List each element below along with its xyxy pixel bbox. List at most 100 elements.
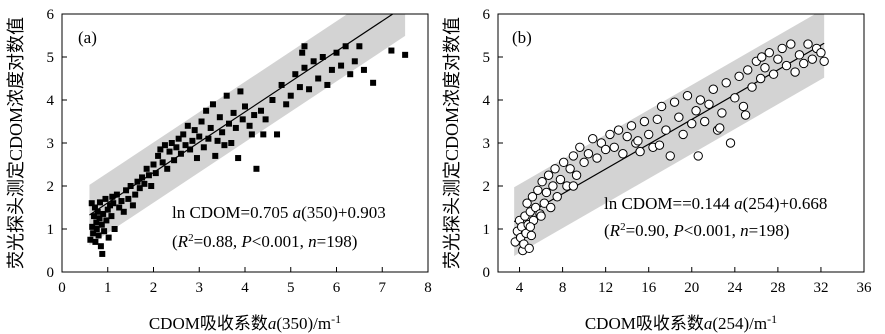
data-point [216, 114, 223, 121]
data-point [193, 155, 200, 162]
data-point [618, 149, 628, 159]
data-point [123, 187, 130, 194]
data-point [537, 177, 547, 187]
x-tick-label: 28 [770, 280, 785, 296]
data-point [803, 39, 813, 49]
panel-label: (a) [78, 28, 97, 47]
data-point [682, 91, 693, 101]
data-point [571, 170, 582, 180]
x-tick-label: 12 [598, 280, 613, 296]
data-point [184, 122, 191, 129]
data-point [360, 66, 367, 73]
data-point [248, 131, 255, 138]
data-point [548, 181, 558, 191]
data-point [237, 88, 244, 95]
data-point [306, 86, 313, 93]
data-point [287, 92, 294, 99]
data-point [94, 208, 101, 215]
data-point [633, 136, 643, 146]
prediction-band [514, 14, 825, 257]
data-point [794, 50, 805, 60]
data-point [108, 213, 115, 220]
data-point [370, 79, 377, 86]
x-axis-label: CDOM吸收系数a(254)/m-1 [585, 312, 777, 333]
data-point [743, 65, 753, 75]
data-point [546, 202, 556, 213]
data-point [102, 195, 109, 202]
data-point [129, 202, 136, 209]
y-tick-label: 3 [47, 136, 55, 152]
data-point [740, 110, 751, 120]
data-point [799, 58, 809, 69]
data-point [715, 123, 725, 133]
data-point [721, 78, 731, 88]
x-tick-label: 24 [727, 280, 743, 296]
panel-label: (b) [512, 28, 532, 47]
y-tick-label: 3 [483, 136, 491, 152]
data-point [596, 138, 607, 148]
data-point [230, 109, 237, 116]
data-point [88, 200, 95, 207]
data-point [134, 178, 141, 185]
data-point [109, 193, 116, 200]
data-point [757, 52, 767, 62]
data-point [565, 164, 575, 174]
data-point [212, 152, 219, 159]
data-point [207, 124, 214, 131]
data-point [524, 243, 534, 254]
data-point [104, 206, 111, 213]
data-point [579, 157, 589, 168]
data-point [96, 215, 103, 222]
y-tick-label: 4 [47, 93, 55, 109]
data-point [177, 150, 184, 157]
y-tick-label: 6 [47, 7, 55, 23]
data-point [251, 112, 258, 119]
data-point [530, 202, 541, 213]
regression-equation: ln CDOM==0.144 a(254)+0.668 [604, 194, 827, 213]
data-point [310, 58, 317, 65]
data-point [107, 202, 114, 209]
regression-equation: ln CDOM=0.705 a(350)+0.903 [172, 203, 386, 222]
data-point [575, 142, 585, 153]
data-point [738, 101, 749, 112]
data-point [691, 106, 701, 116]
data-point [704, 99, 714, 110]
y-tick-label: 2 [47, 179, 55, 195]
data-point [819, 56, 829, 66]
data-point [609, 142, 619, 153]
data-point [583, 149, 594, 159]
data-point [764, 48, 774, 58]
data-point [98, 221, 105, 228]
data-point [95, 232, 102, 239]
y-tick-label: 1 [483, 222, 491, 238]
data-point [157, 146, 164, 153]
data-point [152, 170, 159, 177]
panel-a: 0 1 2 3 4 5 6 7 8 0 1 2 3 4 5 6 CDOM吸收系数a(350)/m-1 荧光探头测定… [6, 7, 432, 333]
x-tick-label: 5 [287, 280, 295, 296]
data-point [555, 174, 566, 185]
x-tick-label: 36 [857, 280, 873, 296]
data-point [687, 118, 697, 129]
data-point [635, 146, 645, 157]
data-point [592, 153, 602, 163]
data-point [127, 183, 134, 189]
data-point [116, 204, 123, 211]
data-point [105, 234, 112, 241]
data-point [155, 152, 162, 159]
data-point [187, 146, 194, 153]
x-tick-label: 20 [684, 280, 699, 296]
y-tick-label: 4 [483, 93, 491, 109]
data-point [356, 43, 363, 50]
regression-stats: (R2=0.90, P<0.001, n=198) [604, 221, 789, 240]
data-point [678, 129, 688, 140]
data-point [388, 47, 395, 54]
data-point [600, 144, 611, 155]
data-point [527, 192, 538, 202]
data-point [328, 66, 335, 73]
data-point [550, 164, 560, 174]
data-point [113, 191, 120, 198]
data-point [110, 200, 117, 207]
data-point [111, 226, 118, 232]
data-point [708, 84, 718, 94]
x-axis-label: CDOM吸收系数a(350)/m-1 [149, 312, 341, 333]
